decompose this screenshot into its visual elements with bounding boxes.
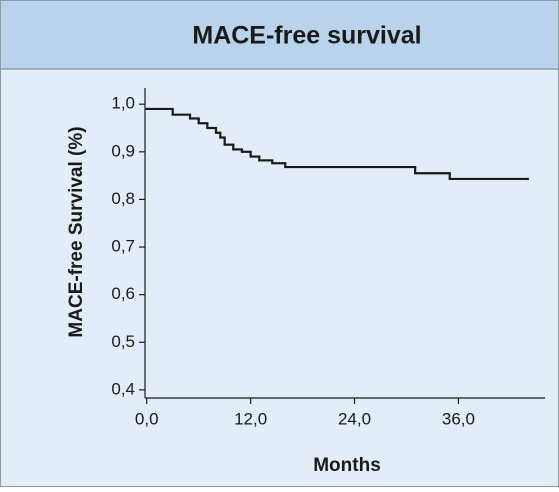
- y-tick-label: 1,0: [111, 94, 135, 113]
- y-tick-label: 0,6: [111, 284, 135, 303]
- y-axis-label: MACE-free Survival (%): [66, 126, 87, 337]
- chart-title: MACE-free survival: [192, 22, 421, 50]
- y-tick-label: 0,9: [111, 141, 135, 160]
- y-tick-label: 0,7: [111, 237, 135, 256]
- x-tick-label: 24,0: [338, 409, 371, 428]
- x-tick-label: 36,0: [442, 409, 475, 428]
- y-tick-label: 0,5: [111, 332, 135, 351]
- y-tick-label: 0,8: [111, 189, 135, 208]
- x-tick-label: 12,0: [234, 409, 267, 428]
- header-band: [0, 0, 559, 69]
- y-tick-label: 0,4: [111, 379, 135, 398]
- x-axis-label: Months: [313, 455, 381, 476]
- x-tick-label: 0,0: [135, 409, 159, 428]
